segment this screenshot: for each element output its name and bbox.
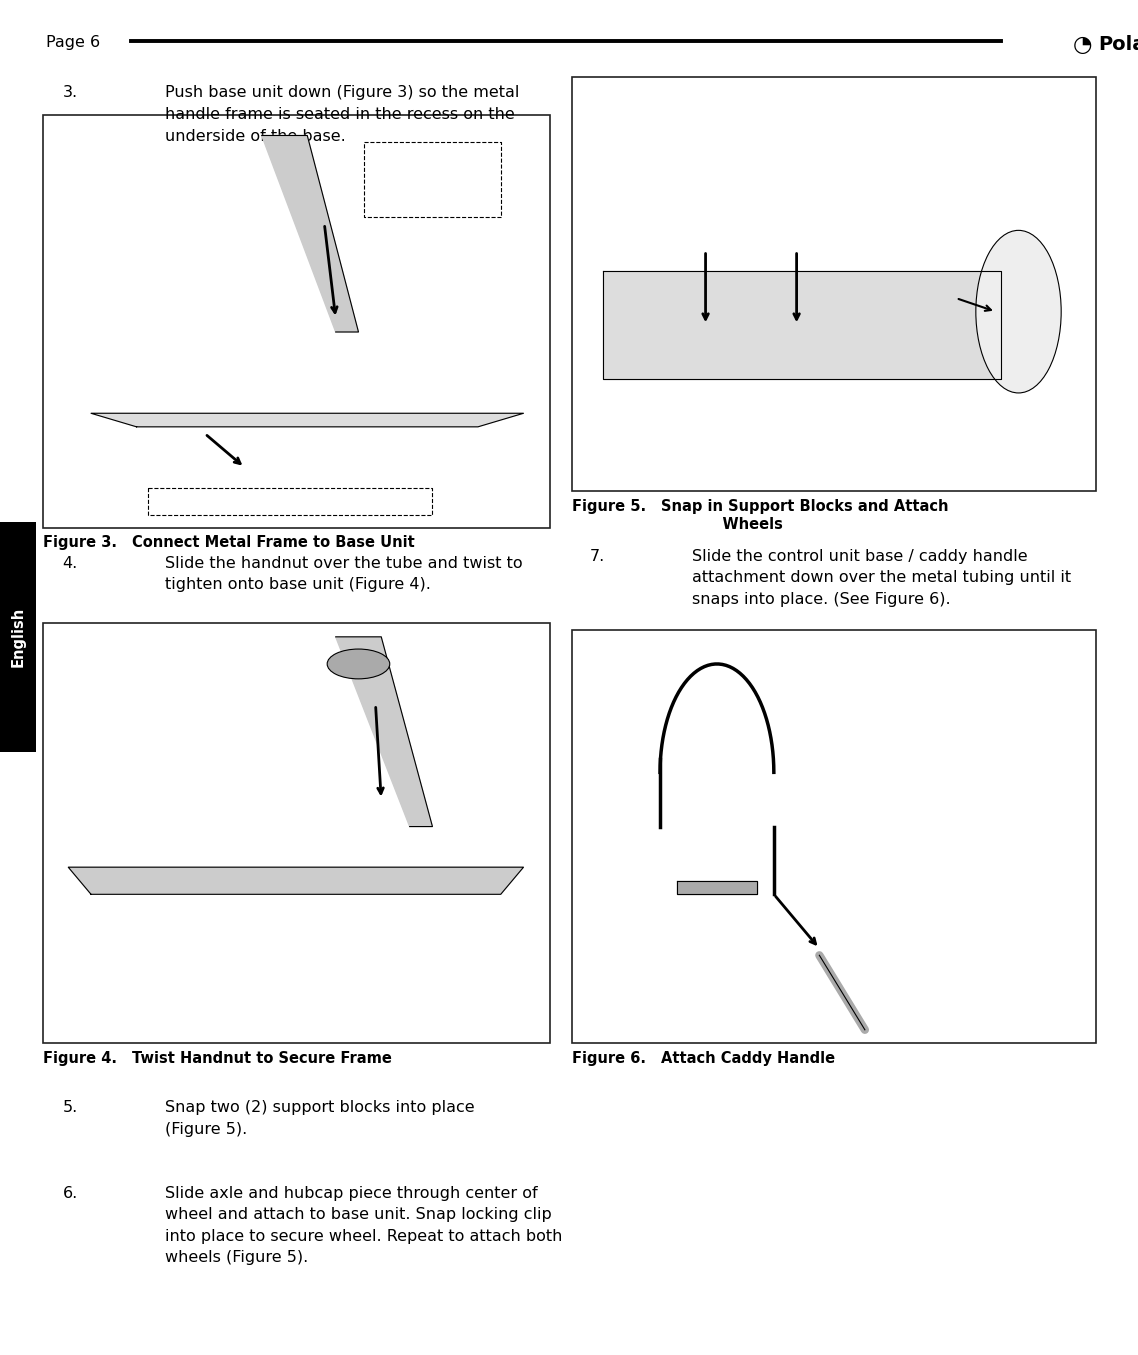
Text: Page 6: Page 6 bbox=[46, 35, 100, 50]
Text: Slide axle and hubcap piece through center of
wheel and attach to base unit. Sna: Slide axle and hubcap piece through cent… bbox=[165, 1186, 562, 1266]
Text: 4.: 4. bbox=[63, 556, 77, 570]
Text: Connect Metal Frame to Base Unit: Connect Metal Frame to Base Unit bbox=[132, 535, 414, 550]
Text: Figure 3.: Figure 3. bbox=[43, 535, 117, 550]
Text: 6.: 6. bbox=[63, 1186, 77, 1201]
Polygon shape bbox=[68, 867, 523, 894]
Bar bbox=[0, 522, 36, 752]
Text: ◔: ◔ bbox=[1073, 35, 1092, 56]
Bar bbox=[43, 623, 550, 1043]
Text: Figure 4.: Figure 4. bbox=[43, 1051, 117, 1066]
Text: Snap two (2) support blocks into place
(Figure 5).: Snap two (2) support blocks into place (… bbox=[165, 1100, 475, 1137]
Ellipse shape bbox=[328, 649, 389, 679]
Polygon shape bbox=[262, 136, 358, 332]
Text: 5.: 5. bbox=[63, 1100, 77, 1115]
Bar bbox=[43, 115, 550, 528]
Polygon shape bbox=[336, 637, 432, 827]
Text: 7.: 7. bbox=[589, 549, 604, 564]
Polygon shape bbox=[91, 413, 523, 427]
Bar bbox=[572, 77, 1096, 491]
Text: Slide the handnut over the tube and twist to
tighten onto base unit (Figure 4).: Slide the handnut over the tube and twis… bbox=[165, 556, 522, 592]
Text: English: English bbox=[10, 607, 26, 667]
Ellipse shape bbox=[975, 230, 1061, 393]
Text: Push base unit down (Figure 3) so the metal
handle frame is seated in the recess: Push base unit down (Figure 3) so the me… bbox=[165, 85, 519, 144]
Text: Snap in Support Blocks and Attach
            Wheels: Snap in Support Blocks and Attach Wheels bbox=[661, 499, 949, 533]
Text: Attach Caddy Handle: Attach Caddy Handle bbox=[661, 1051, 835, 1066]
Text: 3.: 3. bbox=[63, 85, 77, 100]
Polygon shape bbox=[677, 881, 757, 894]
Polygon shape bbox=[603, 271, 1001, 379]
Text: Figure 5.: Figure 5. bbox=[572, 499, 646, 514]
Text: Figure 6.: Figure 6. bbox=[572, 1051, 646, 1066]
Text: Slide the control unit base / caddy handle
attachment down over the metal tubing: Slide the control unit base / caddy hand… bbox=[692, 549, 1071, 607]
Text: Twist Handnut to Secure Frame: Twist Handnut to Secure Frame bbox=[132, 1051, 391, 1066]
Bar bbox=[572, 630, 1096, 1043]
Text: Polaris: Polaris bbox=[1098, 35, 1138, 54]
